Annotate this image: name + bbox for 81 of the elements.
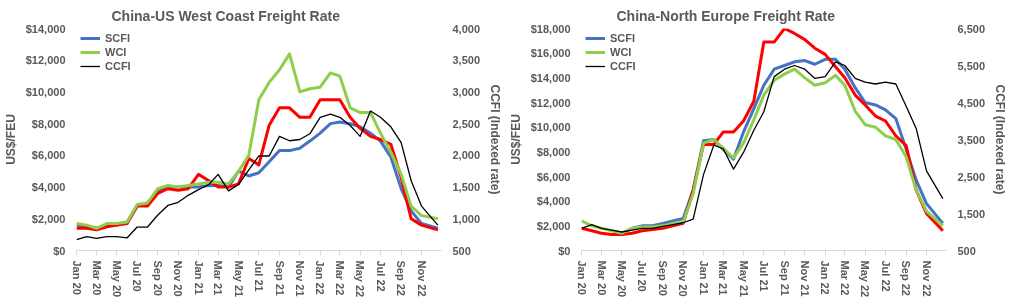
y2-tick-label: 6,500	[957, 22, 986, 35]
y-tick-label: $14,000	[530, 71, 571, 84]
y-tick-label: $0	[53, 244, 66, 257]
y2-tick-label: 2,000	[452, 149, 481, 162]
x-tick-label: Nov 22	[920, 260, 933, 297]
y-tick-label: $2,000	[536, 219, 571, 232]
x-tick-label: Jan 22	[314, 260, 327, 295]
x-tick-label: Sep 20	[151, 260, 164, 296]
x-tick-label: Nov 20	[172, 260, 185, 297]
y-tick-label: $12,000	[25, 54, 66, 67]
y-tick-label: $8,000	[536, 145, 571, 158]
x-tick-label: Mar 21	[717, 260, 730, 296]
y-tick-label: $2,000	[31, 212, 66, 225]
x-tick-label: Jul 20	[636, 260, 649, 292]
legend-label: CCFI	[610, 60, 636, 72]
x-tick-label: May 22	[354, 260, 367, 298]
x-tick-label: Jul 21	[757, 260, 770, 292]
x-tick-label: May 22	[859, 260, 872, 298]
x-tick-label: Mar 21	[212, 260, 225, 296]
y-tick-label: $6,000	[31, 149, 66, 162]
x-tick-label: Jul 20	[131, 260, 144, 292]
x-tick-label: Jul 21	[252, 260, 265, 292]
y2-axis-title: CCFI (Indexed rate)	[993, 84, 1008, 195]
y2-tick-label: 500	[957, 244, 976, 257]
x-tick-label: Nov 21	[798, 260, 811, 297]
chart-title: China-US West Coast Freight Rate	[111, 7, 341, 24]
x-tick-label: Sep 22	[395, 260, 408, 296]
y-tick-label: $4,000	[536, 195, 571, 208]
x-tick-label: Mar 22	[333, 260, 346, 296]
y2-tick-label: 3,500	[957, 133, 986, 146]
y2-tick-label: 1,500	[957, 207, 986, 220]
x-tick-label: Jan 20	[575, 260, 588, 295]
x-tick-label: May 20	[615, 260, 628, 298]
y2-tick-label: 1,000	[452, 212, 481, 225]
x-tick-label: Nov 20	[677, 260, 690, 297]
legend-label: SCFI	[105, 32, 131, 44]
legend-label: CCFI	[105, 60, 131, 72]
y2-tick-label: 500	[452, 244, 471, 257]
y-tick-label: $16,000	[530, 47, 571, 60]
y2-tick-label: 3,500	[452, 54, 481, 67]
x-tick-label: Jan 20	[70, 260, 83, 295]
x-tick-label: Sep 22	[900, 260, 913, 296]
y2-tick-label: 1,500	[452, 181, 481, 194]
x-tick-label: Sep 21	[273, 260, 286, 296]
y-tick-label: $14,000	[25, 22, 66, 35]
x-tick-label: Sep 21	[778, 260, 791, 296]
legend-label: WCI	[105, 46, 127, 58]
y2-tick-label: 2,500	[452, 117, 481, 130]
y-tick-label: $0	[558, 244, 571, 257]
x-tick-label: Nov 21	[293, 260, 306, 297]
y2-axis-title: CCFI (Indexed rate)	[488, 84, 503, 195]
x-tick-label: May 21	[737, 260, 750, 298]
y-axis-title: US$/FEU	[508, 114, 523, 165]
y2-tick-label: 2,500	[957, 170, 986, 183]
y2-tick-label: 3,000	[452, 85, 481, 98]
legend-label: SCFI	[610, 32, 636, 44]
y-tick-label: $4,000	[31, 181, 66, 194]
x-tick-label: Mar 22	[838, 260, 851, 296]
legend-label: WCI	[610, 46, 632, 58]
y2-tick-label: 4,000	[452, 22, 481, 35]
y-tick-label: $10,000	[25, 85, 66, 98]
x-tick-label: Jan 21	[192, 260, 205, 295]
y-axis-title: US$/FEU	[3, 114, 18, 165]
x-tick-label: Jul 22	[879, 260, 892, 292]
y-tick-label: $10,000	[530, 121, 571, 134]
y-tick-label: $12,000	[530, 96, 571, 109]
x-tick-label: Mar 20	[595, 260, 608, 296]
x-tick-label: May 21	[232, 260, 245, 298]
x-tick-label: Jan 21	[697, 260, 710, 295]
chart-title: China-North Europe Freight Rate	[616, 7, 836, 24]
x-tick-label: Sep 20	[656, 260, 669, 296]
y2-tick-label: 4,500	[957, 96, 986, 109]
y-tick-label: $6,000	[536, 170, 571, 183]
y2-tick-label: 5,500	[957, 59, 986, 72]
x-tick-label: Jul 22	[374, 260, 387, 292]
x-tick-label: Jan 22	[819, 260, 832, 295]
x-tick-label: Mar 20	[90, 260, 103, 296]
x-tick-label: May 20	[110, 260, 123, 298]
x-tick-label: Nov 22	[415, 260, 428, 297]
y-tick-label: $18,000	[530, 22, 571, 35]
y-tick-label: $8,000	[31, 117, 66, 130]
